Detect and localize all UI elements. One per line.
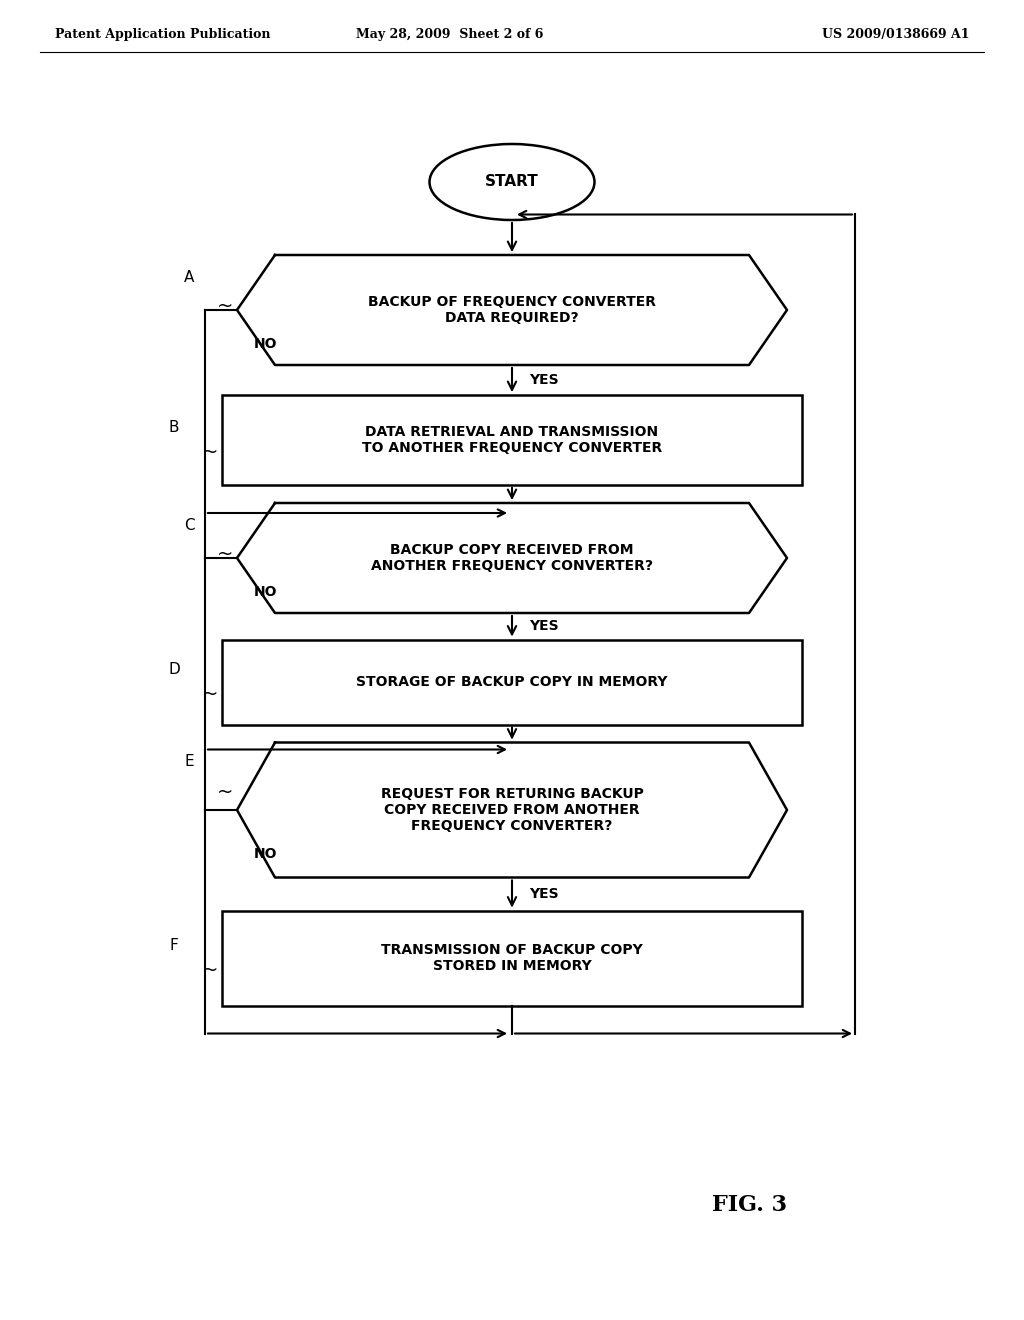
Bar xyxy=(222,911,802,1006)
Text: ~: ~ xyxy=(217,544,233,564)
Text: ~: ~ xyxy=(217,783,233,801)
Text: ~: ~ xyxy=(202,961,218,979)
Text: B: B xyxy=(169,421,179,436)
Text: BACKUP OF FREQUENCY CONVERTER
DATA REQUIRED?: BACKUP OF FREQUENCY CONVERTER DATA REQUI… xyxy=(368,294,656,325)
Text: YES: YES xyxy=(529,887,559,902)
Text: YES: YES xyxy=(529,619,559,634)
Text: F: F xyxy=(170,939,178,953)
Text: NO: NO xyxy=(253,847,276,861)
Text: BACKUP COPY RECEIVED FROM
ANOTHER FREQUENCY CONVERTER?: BACKUP COPY RECEIVED FROM ANOTHER FREQUE… xyxy=(371,543,653,573)
Text: REQUEST FOR RETURING BACKUP
COPY RECEIVED FROM ANOTHER
FREQUENCY CONVERTER?: REQUEST FOR RETURING BACKUP COPY RECEIVE… xyxy=(381,787,643,833)
Text: D: D xyxy=(168,663,180,677)
Text: STORAGE OF BACKUP COPY IN MEMORY: STORAGE OF BACKUP COPY IN MEMORY xyxy=(356,675,668,689)
Text: ~: ~ xyxy=(202,442,218,462)
Text: ~: ~ xyxy=(217,297,233,315)
Text: Patent Application Publication: Patent Application Publication xyxy=(55,28,270,41)
Text: E: E xyxy=(184,755,194,770)
Text: May 28, 2009  Sheet 2 of 6: May 28, 2009 Sheet 2 of 6 xyxy=(356,28,544,41)
Bar xyxy=(222,639,802,725)
Text: ~: ~ xyxy=(202,685,218,704)
Text: C: C xyxy=(183,519,195,533)
Text: A: A xyxy=(184,271,195,285)
Bar xyxy=(222,395,802,484)
Text: NO: NO xyxy=(253,337,276,351)
Text: YES: YES xyxy=(529,374,559,387)
Text: START: START xyxy=(485,174,539,190)
Text: DATA RETRIEVAL AND TRANSMISSION
TO ANOTHER FREQUENCY CONVERTER: DATA RETRIEVAL AND TRANSMISSION TO ANOTH… xyxy=(361,425,663,455)
Text: NO: NO xyxy=(253,585,276,599)
Text: TRANSMISSION OF BACKUP COPY
STORED IN MEMORY: TRANSMISSION OF BACKUP COPY STORED IN ME… xyxy=(381,942,643,973)
Text: FIG. 3: FIG. 3 xyxy=(713,1195,787,1216)
Text: US 2009/0138669 A1: US 2009/0138669 A1 xyxy=(822,28,970,41)
